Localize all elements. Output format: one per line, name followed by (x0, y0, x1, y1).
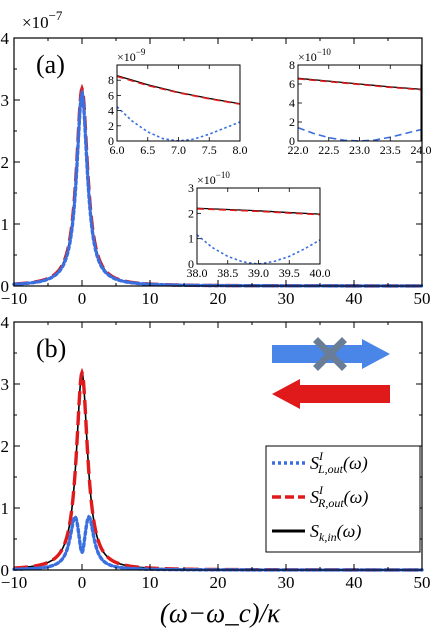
legend-tail: (ω) (337, 521, 362, 542)
x-tick-label: 0 (78, 573, 87, 592)
inset-background (117, 65, 240, 141)
x-tick-label: 40 (346, 289, 363, 308)
inset-x-tick-label: 7.5 (202, 143, 217, 157)
inset-series-line (297, 77, 422, 91)
x-tick-label: −10 (1, 573, 28, 592)
inset-scale-label: ×10−9 (117, 47, 146, 64)
y-tick-label: 2 (1, 437, 10, 456)
inset-x-tick-label: 38.5 (217, 266, 238, 280)
inset-x-tick-label: 6.0 (110, 143, 125, 157)
y-tick-label: 1 (1, 499, 10, 518)
inset-scale-label: ×10−10 (298, 47, 331, 64)
legend-label: SI L,out(ω) (310, 449, 368, 476)
inset-series-line (196, 207, 321, 216)
inset-y-tick-label: 3 (188, 181, 194, 195)
legend-label: SI R,out(ω) (310, 483, 368, 510)
legend-tail: (ω) (344, 487, 369, 508)
inset-y-tick-label: 8 (108, 73, 114, 87)
x-tick-label: 10 (142, 289, 159, 308)
backward-arrow-icon (272, 379, 390, 409)
inset-x-tick-label: 8.0 (233, 143, 248, 157)
legend-sub: k,in (319, 530, 337, 544)
y-tick-label: 2 (1, 153, 10, 172)
inset-y-tick-label: 6 (289, 77, 295, 91)
inset-y-tick-label: 6 (108, 88, 114, 102)
inset-y-tick-label: 4 (289, 96, 295, 110)
y-tick-label: 0 (1, 561, 10, 580)
inset-x-tick-label: 22.5 (318, 143, 339, 157)
x-tick-label: 20 (210, 289, 227, 308)
inset-x-tick-label: 39.5 (279, 266, 300, 280)
inset-y-tick-label: 4 (108, 104, 114, 118)
inset-background (298, 65, 421, 141)
y-tick-label: 0 (1, 277, 10, 296)
x-tick-label: −10 (1, 289, 28, 308)
inset-scale-exponent: −10 (317, 47, 332, 57)
inset-x-tick-label: 23.0 (349, 143, 370, 157)
panel-label: (b) (36, 334, 66, 363)
inset-x-tick-label: 6.5 (140, 143, 155, 157)
legend: SI L,out(ω) SI R,out(ω) Sk,in(ω) (265, 445, 421, 553)
x-tick-label: 0 (78, 289, 87, 308)
x-tick-label: 30 (278, 573, 295, 592)
x-tick-label: 40 (346, 573, 363, 592)
x-tick-label: 50 (414, 289, 431, 308)
legend-sup: I (318, 483, 324, 497)
inset-series-line (297, 126, 422, 142)
y-tick-label: 4 (1, 29, 10, 48)
inset-y-tick-label: 2 (188, 206, 194, 220)
y-tick-label: 1 (1, 215, 10, 234)
inset-y-tick-label: 0 (108, 134, 114, 148)
x-tick-label: 10 (142, 573, 159, 592)
inset-background (197, 188, 320, 264)
inset-y-tick-label: 1 (188, 232, 194, 246)
inset-y-tick-label: 2 (289, 115, 295, 129)
inset-x-tick-label: 24.0 (411, 143, 432, 157)
inset-x-tick-label: 22.0 (288, 143, 309, 157)
inset-x-tick-label: 39.0 (248, 266, 269, 280)
inset-y-tick-label: 8 (289, 58, 295, 72)
inset-x-tick-label: 7.0 (171, 143, 186, 157)
y-scale-label: ×10−7 (22, 8, 63, 32)
legend-tail: (ω) (343, 453, 368, 474)
legend-sup: I (318, 449, 324, 463)
x-tick-label: 30 (278, 289, 295, 308)
x-axis-label: (ω−ω_c)/κ (160, 598, 281, 628)
panel-label: (a) (36, 50, 65, 79)
inset-series-line (196, 234, 321, 265)
inset-y-tick-label: 0 (188, 257, 194, 271)
inset-series-line (116, 75, 241, 105)
inset-y-tick-label: 2 (108, 119, 114, 133)
inset-scale-exponent: −9 (136, 47, 146, 57)
y-tick-label: 4 (1, 313, 10, 332)
legend-label: Sk,in(ω) (310, 521, 361, 544)
legend-sub: R,out (317, 496, 344, 510)
inset-scale-label: ×10−10 (197, 170, 230, 187)
legend-sub: L,out (317, 462, 344, 476)
inset-x-tick-label: 38.0 (187, 266, 208, 280)
inset-y-tick-label: 0 (289, 134, 295, 148)
y-tick-label: 3 (1, 375, 10, 394)
y-scale-exponent: −7 (49, 8, 63, 23)
inset-x-tick-label: 23.5 (380, 143, 401, 157)
inset-x-tick-label: 40.0 (310, 266, 331, 280)
inset-scale-exponent: −10 (216, 170, 231, 180)
x-tick-label: 50 (414, 573, 431, 592)
y-tick-label: 3 (1, 91, 10, 110)
blocked-cross-icon (313, 337, 347, 371)
x-tick-label: 20 (210, 573, 227, 592)
